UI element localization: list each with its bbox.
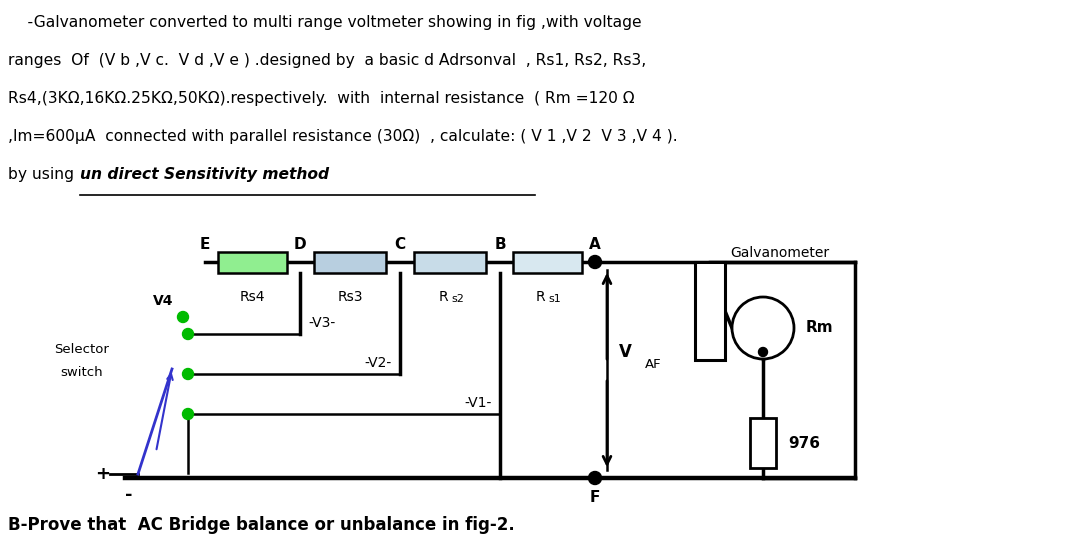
Text: Rs3: Rs3 — [337, 290, 363, 304]
Text: ranges  Of  (V b ,V c.  V d ,V e ) .designed by  a basic d Adrsonval  , Rs1, Rs2: ranges Of (V b ,V c. V d ,V e ) .designe… — [8, 53, 646, 68]
Text: B-Prove that  AC Bridge balance or unbalance in fig-2.: B-Prove that AC Bridge balance or unbala… — [8, 516, 515, 534]
Text: switch: switch — [60, 366, 104, 379]
Text: Selector: Selector — [55, 343, 109, 356]
Text: s1: s1 — [549, 294, 562, 304]
Text: R: R — [536, 290, 545, 304]
Text: Rs4,(3KΩ,16KΩ.25KΩ,50KΩ).respectively.  with  internal resistance  ( Rm =120 Ω: Rs4,(3KΩ,16KΩ.25KΩ,50KΩ).respectively. w… — [8, 91, 635, 106]
Text: C: C — [394, 237, 406, 252]
Text: -: - — [125, 486, 133, 504]
Text: s2: s2 — [451, 294, 464, 304]
Bar — [513, 251, 582, 272]
Bar — [218, 251, 286, 272]
Text: D: D — [294, 237, 307, 252]
Text: -V3-: -V3- — [308, 316, 335, 330]
Text: Rs4: Rs4 — [240, 290, 266, 304]
Circle shape — [589, 256, 602, 268]
Bar — [314, 251, 386, 272]
Bar — [696, 262, 725, 360]
Text: -V1-: -V1- — [464, 396, 492, 410]
Text: un direct Sensitivity method: un direct Sensitivity method — [80, 167, 329, 182]
Text: E: E — [200, 237, 211, 252]
Text: AF: AF — [645, 358, 662, 371]
Bar — [750, 418, 777, 468]
Bar — [414, 251, 486, 272]
Text: -V2-: -V2- — [365, 356, 392, 370]
Text: Rm: Rm — [806, 321, 834, 336]
Text: B: B — [495, 237, 505, 252]
Text: V4: V4 — [153, 294, 174, 308]
Text: A: A — [589, 237, 600, 252]
Text: +: + — [95, 465, 110, 483]
Text: Galvanometer: Galvanometer — [730, 246, 829, 260]
Circle shape — [177, 311, 189, 322]
Circle shape — [732, 297, 794, 359]
Text: F: F — [590, 490, 600, 505]
Text: by using: by using — [8, 167, 79, 182]
Circle shape — [183, 328, 193, 339]
Circle shape — [758, 348, 768, 356]
Text: V: V — [619, 343, 632, 361]
Circle shape — [183, 368, 193, 379]
Text: ,Im=600μA  connected with parallel resistance (30Ω)  , calculate: ( V 1 ,V 2  V : ,Im=600μA connected with parallel resist… — [8, 129, 677, 144]
Circle shape — [589, 471, 602, 485]
Text: R: R — [438, 290, 448, 304]
Text: 976: 976 — [788, 436, 820, 450]
Text: -Galvanometer converted to multi range voltmeter showing in fig ,with voltage: -Galvanometer converted to multi range v… — [8, 15, 642, 30]
Circle shape — [183, 409, 193, 420]
